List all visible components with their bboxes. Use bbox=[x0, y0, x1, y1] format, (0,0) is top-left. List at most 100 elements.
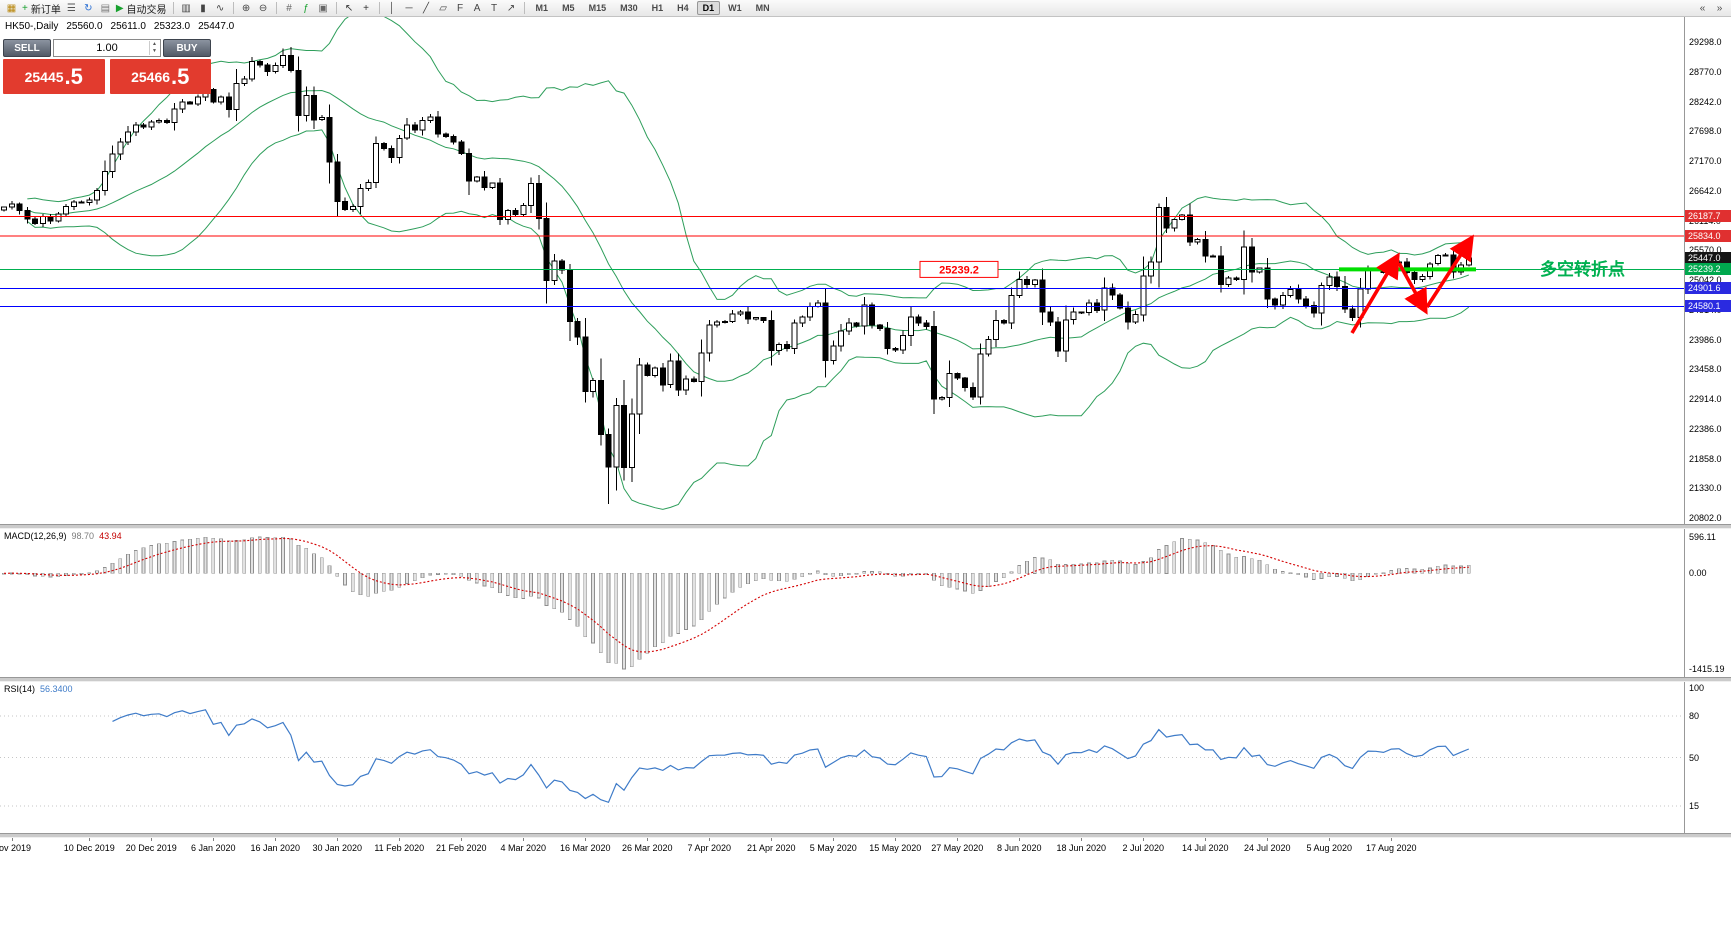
candlestick-chart-icon[interactable]: ▮ bbox=[195, 1, 212, 16]
price-axis-label: 21330.0 bbox=[1689, 483, 1722, 494]
toolbar-separator bbox=[378, 2, 380, 14]
time-axis-label: 17 Aug 2020 bbox=[1365, 843, 1417, 853]
auto-trading-button[interactable]: ▶ 自动交易 bbox=[114, 1, 169, 16]
volume-field[interactable]: 1.00 ▲ ▼ bbox=[53, 39, 161, 57]
sell-button[interactable]: SELL bbox=[3, 39, 51, 57]
rsi-panel[interactable] bbox=[0, 682, 1684, 833]
price-axis-label: 28242.0 bbox=[1689, 96, 1722, 107]
rsi-axis-label: 15 bbox=[1689, 801, 1700, 812]
buy-price[interactable]: 25466.5 bbox=[109, 59, 211, 94]
price-tag-25239.2: 25239.2 bbox=[1685, 263, 1731, 276]
price-axis-label: 21858.0 bbox=[1689, 453, 1722, 464]
panel-divider[interactable] bbox=[0, 524, 1731, 529]
toolbar-button-label: 新订单 bbox=[30, 4, 61, 16]
time-axis-tick bbox=[1081, 838, 1083, 841]
time-axis[interactable]: Nov 2019 10 Dec 2019 20 Dec 2019 6 Jan 2020… bbox=[0, 838, 1731, 856]
market-watch-icon[interactable]: ☰ bbox=[63, 1, 80, 16]
price-tag-24901.6: 24901.6 bbox=[1685, 282, 1731, 295]
zoom-in-icon[interactable]: ⊕ bbox=[238, 1, 255, 16]
macd-label: MACD(12,26,9) 98.70 43.94 bbox=[4, 531, 122, 541]
price-axis-label: 22386.0 bbox=[1689, 423, 1722, 434]
timeframe-h4[interactable]: H4 bbox=[677, 3, 689, 13]
macd-title: MACD(12,26,9) bbox=[4, 531, 67, 541]
timeframe-m30[interactable]: M30 bbox=[620, 3, 638, 13]
time-axis-tick bbox=[337, 838, 339, 841]
timeframe-m1[interactable]: M1 bbox=[535, 3, 549, 13]
zoom-out-icon: ⊖ bbox=[258, 2, 268, 14]
time-axis-tick bbox=[585, 838, 587, 841]
price-chart[interactable]: 25239.2 多空转折点 bbox=[0, 17, 1684, 524]
buy-price-pip: .5 bbox=[171, 63, 190, 89]
line-chart-icon[interactable]: ∿ bbox=[212, 1, 229, 16]
refresh-icon[interactable]: ↻ bbox=[80, 1, 97, 16]
vertical-line-icon[interactable]: │ bbox=[384, 1, 401, 16]
fibonacci-icon[interactable]: F bbox=[452, 1, 469, 16]
timeframe-mn[interactable]: MN bbox=[755, 3, 770, 13]
horizontal-line-icon: ─ bbox=[405, 2, 413, 14]
macd-panel[interactable] bbox=[0, 529, 1684, 677]
toolbar-overflow-left-icon[interactable]: « bbox=[1699, 2, 1706, 14]
buy-button[interactable]: BUY bbox=[163, 39, 211, 57]
timeframe-m15[interactable]: M15 bbox=[588, 3, 607, 13]
grid-icon: # bbox=[286, 2, 292, 14]
time-axis-label: 4 Mar 2020 bbox=[500, 843, 547, 853]
time-axis-tick bbox=[461, 838, 463, 841]
text-icon: A bbox=[473, 2, 481, 14]
indicators-icon[interactable]: ƒ bbox=[298, 1, 315, 16]
panel-divider[interactable] bbox=[0, 677, 1731, 682]
timeframe-h1[interactable]: H1 bbox=[651, 3, 664, 13]
fibonacci-icon: F bbox=[456, 2, 464, 14]
indicators-icon: ƒ bbox=[303, 2, 309, 14]
macd-signal-line bbox=[3, 537, 1469, 653]
toolbar-overflow-right-icon[interactable]: » bbox=[1716, 2, 1723, 14]
volume-up-icon[interactable]: ▲ bbox=[149, 41, 159, 48]
pivot-note-text[interactable]: 多空转折点 bbox=[1540, 259, 1625, 279]
price-axis-label: 28770.0 bbox=[1689, 66, 1722, 77]
time-axis-label: 27 May 2020 bbox=[931, 843, 984, 853]
price-axis-label: 25042.0 bbox=[1689, 275, 1722, 285]
pivot-price-label[interactable]: 25239.2 bbox=[919, 260, 999, 278]
macd-main-value: 98.70 bbox=[71, 531, 95, 541]
timeframe-m5[interactable]: M5 bbox=[562, 3, 575, 13]
new-order-icon: + bbox=[22, 2, 28, 14]
timeframe-w1[interactable]: W1 bbox=[728, 3, 742, 13]
label-icon[interactable]: T bbox=[486, 1, 503, 16]
zoom-out-icon[interactable]: ⊖ bbox=[255, 1, 272, 16]
trend-arrows[interactable] bbox=[1350, 234, 1474, 334]
price-axis[interactable]: 29298.0 28770.0 28242.0 27698.0 27170.0 26642… bbox=[1684, 17, 1731, 856]
time-axis-tick bbox=[523, 838, 525, 841]
rsi-axis-label: 80 bbox=[1689, 710, 1700, 721]
horizontal-line-icon[interactable]: ─ bbox=[401, 1, 418, 16]
time-axis-tick bbox=[895, 838, 897, 841]
chart-window-icon[interactable]: ▦ bbox=[3, 1, 20, 16]
new-order-button[interactable]: + 新订单 bbox=[20, 1, 63, 16]
ohlc-high: 25611.0 bbox=[110, 21, 146, 32]
time-axis-label: 7 Apr 2020 bbox=[687, 843, 732, 853]
volume-down-icon[interactable]: ▼ bbox=[149, 48, 159, 55]
macd-axis-label: 596.11 bbox=[1689, 532, 1716, 542]
cursor-icon[interactable]: ↖ bbox=[341, 1, 358, 16]
bar-chart-icon[interactable]: ▥ bbox=[178, 1, 195, 16]
arrows-icon[interactable]: ↗ bbox=[503, 1, 520, 16]
time-axis-tick bbox=[89, 838, 91, 841]
crosshair-icon[interactable]: + bbox=[358, 1, 375, 16]
macd-axis-label: -1415.19 bbox=[1689, 664, 1725, 674]
grid-icon[interactable]: # bbox=[281, 1, 298, 16]
timeframe-d1[interactable]: D1 bbox=[696, 1, 721, 15]
data-window-icon[interactable]: ▤ bbox=[97, 1, 114, 16]
volume-value: 1.00 bbox=[96, 42, 118, 54]
macd-histogram bbox=[2, 536, 1471, 670]
time-axis-label: 16 Mar 2020 bbox=[559, 843, 611, 853]
sell-price[interactable]: 25445.5 bbox=[3, 59, 105, 94]
price-tag-24580.1: 24580.1 bbox=[1685, 300, 1731, 313]
vertical-line-icon: │ bbox=[388, 2, 396, 14]
panel-divider[interactable] bbox=[0, 833, 1731, 838]
time-axis-tick bbox=[1143, 838, 1145, 841]
time-axis-tick bbox=[151, 838, 153, 841]
trendline-icon[interactable]: ╱ bbox=[418, 1, 435, 16]
candlestick-chart-icon: ▮ bbox=[200, 2, 206, 14]
text-icon[interactable]: A bbox=[469, 1, 486, 16]
templates-icon[interactable]: ▣ bbox=[315, 1, 332, 16]
channel-icon[interactable]: ▱ bbox=[435, 1, 452, 16]
volume-stepper[interactable]: ▲ ▼ bbox=[149, 40, 159, 56]
